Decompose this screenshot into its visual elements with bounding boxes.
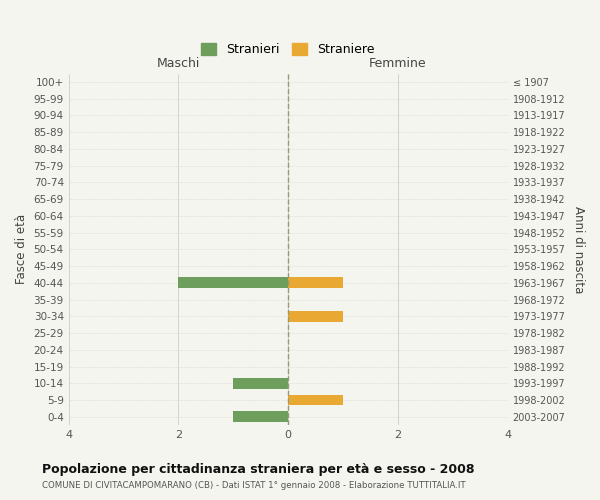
Bar <box>288 278 343 288</box>
Legend: Stranieri, Straniere: Stranieri, Straniere <box>196 38 380 62</box>
Bar <box>233 378 288 388</box>
Y-axis label: Fasce di età: Fasce di età <box>15 214 28 284</box>
Text: Maschi: Maschi <box>157 57 200 70</box>
Bar <box>233 412 288 422</box>
Bar <box>178 278 288 288</box>
Text: COMUNE DI CIVITACAMPOMARANO (CB) - Dati ISTAT 1° gennaio 2008 - Elaborazione TUT: COMUNE DI CIVITACAMPOMARANO (CB) - Dati … <box>42 481 466 490</box>
Bar <box>288 394 343 406</box>
Bar <box>288 311 343 322</box>
Text: Femmine: Femmine <box>369 57 427 70</box>
Text: Popolazione per cittadinanza straniera per età e sesso - 2008: Popolazione per cittadinanza straniera p… <box>42 462 475 475</box>
Y-axis label: Anni di nascita: Anni di nascita <box>572 206 585 293</box>
